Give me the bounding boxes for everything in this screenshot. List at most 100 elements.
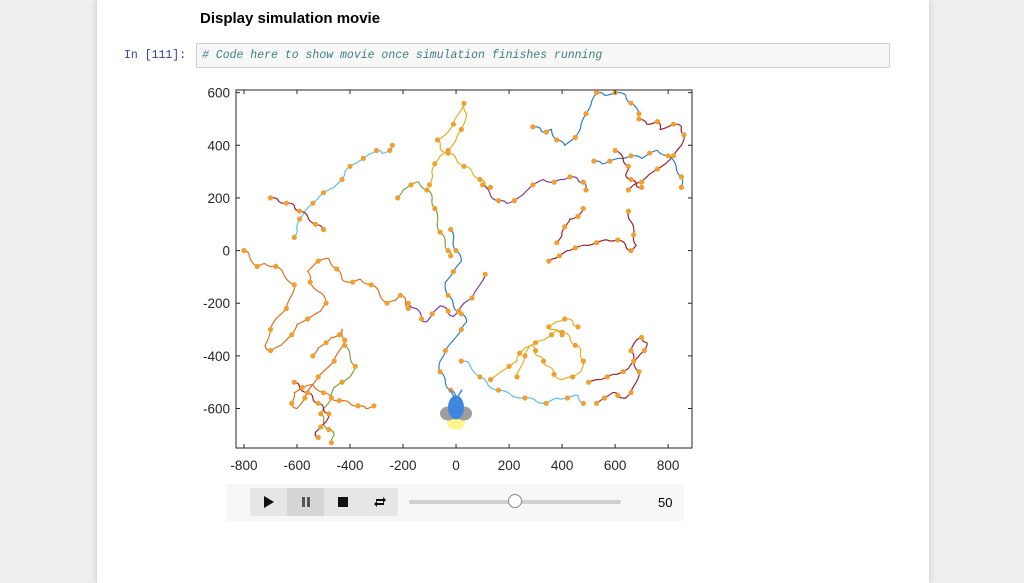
trajectory-marker [477, 176, 483, 183]
trajectory-marker [554, 240, 560, 246]
trajectory-marker [315, 434, 321, 441]
trajectory-marker [283, 200, 289, 206]
trajectory-marker [360, 155, 366, 161]
play-icon [263, 496, 274, 508]
animation-controls: 50 [226, 484, 684, 521]
trajectory-marker [297, 208, 303, 214]
play-button[interactable] [250, 488, 287, 516]
trajectory-marker [575, 324, 581, 330]
trajectory-marker [511, 198, 517, 204]
trajectory-marker [267, 195, 274, 201]
trajectory-marker [437, 369, 443, 375]
trajectory-marker [387, 147, 393, 154]
x-axis: -800 -600 -400 -200 0 200 400 600 800 [230, 90, 679, 473]
trajectory-marker [352, 363, 358, 369]
fly-body [448, 395, 464, 420]
x-tick-label: -400 [336, 458, 363, 473]
trajectory-marker [615, 392, 621, 398]
trajectory-marker [342, 342, 348, 348]
trajectory-line [532, 91, 640, 147]
trajectory-marker [495, 198, 502, 204]
x-tick-label: 0 [452, 458, 460, 473]
trajectory-marker [442, 348, 448, 354]
trajectory-marker [326, 427, 332, 433]
trajectory-marker [548, 332, 555, 338]
trajectory-marker [594, 240, 600, 246]
trajectory-marker [315, 400, 321, 406]
trajectory-marker [631, 232, 637, 238]
trajectory-marker [315, 258, 321, 264]
trajectory-marker [678, 174, 684, 180]
frame-slider[interactable] [409, 494, 621, 508]
trajectory-marker [628, 100, 634, 106]
trajectory-marker [445, 292, 451, 298]
trajectory-marker [636, 111, 642, 117]
trajectory-marker [350, 279, 356, 285]
trajectory-marker [323, 300, 329, 306]
trajectory-marker [469, 295, 475, 301]
loop-button[interactable] [361, 488, 398, 516]
trajectory-marker [448, 253, 454, 259]
trajectory-marker [450, 269, 456, 275]
trajectory-marker [289, 332, 295, 338]
trajectory-marker [625, 208, 631, 214]
trajectory-marker [543, 400, 549, 406]
trajectory-marker [482, 271, 488, 277]
trajectory-marker [583, 187, 589, 193]
y-tick-label: 200 [207, 191, 230, 206]
trajectory-marker [395, 195, 401, 201]
trajectory-marker [241, 248, 247, 254]
trajectory-marker [522, 395, 528, 401]
trajectory-marker [384, 300, 390, 306]
trajectory-marker [458, 126, 464, 133]
trajectory-marker [572, 245, 578, 251]
trajectory-marker [432, 205, 438, 212]
stop-icon [337, 497, 348, 507]
x-tick-label: 200 [498, 458, 521, 473]
y-tick-label: 400 [207, 138, 230, 153]
stop-button[interactable] [324, 488, 361, 516]
trajectory-marker [601, 395, 608, 401]
trajectory-marker [628, 348, 634, 354]
trajectory-marker [291, 234, 297, 240]
trajectory-marker [424, 187, 430, 193]
trajectory-marker [583, 111, 589, 117]
trajectory-marker [639, 179, 645, 185]
trajectory-marker [604, 374, 610, 380]
trajectory-marker [615, 237, 621, 243]
trajectory-marker [453, 248, 459, 254]
trajectory-marker [612, 147, 618, 154]
trajectory-marker [397, 292, 403, 298]
trajectory-marker [594, 90, 600, 96]
trajectory-marker [323, 340, 329, 346]
trajectory-marker [562, 316, 568, 322]
trajectory-marker [461, 100, 467, 106]
trajectory-marker [654, 166, 661, 172]
trajectory-marker [559, 332, 565, 338]
trajectory-marker [291, 379, 297, 385]
trajectory-marker [477, 374, 483, 380]
trajectory-marker [458, 326, 464, 333]
pause-button[interactable] [287, 488, 324, 516]
trajectory-marker [554, 137, 560, 143]
trajectory-marker [575, 213, 581, 219]
trajectory-marker [371, 403, 377, 409]
slider-handle[interactable] [508, 494, 522, 508]
trajectory-marker [546, 324, 552, 330]
trajectory-marker [607, 158, 613, 164]
trajectory-marker [326, 411, 332, 417]
code-cell-editor[interactable]: # Code here to show movie once simulatio… [196, 43, 890, 68]
trajectory-marker [320, 190, 327, 196]
trajectory-marker [437, 229, 443, 235]
trajectory-marker [297, 216, 303, 222]
loop-icon [373, 497, 386, 507]
trajectory-marker [594, 400, 600, 406]
trajectory-marker [522, 353, 528, 359]
trajectory-marker [546, 258, 552, 264]
trajectory-marker [591, 158, 597, 164]
trajectory-marker [665, 153, 671, 159]
trajectory-marker [562, 224, 568, 230]
trajectory-marker [678, 184, 684, 190]
trajectory-marker [283, 305, 289, 312]
trajectory-marker [254, 263, 260, 269]
